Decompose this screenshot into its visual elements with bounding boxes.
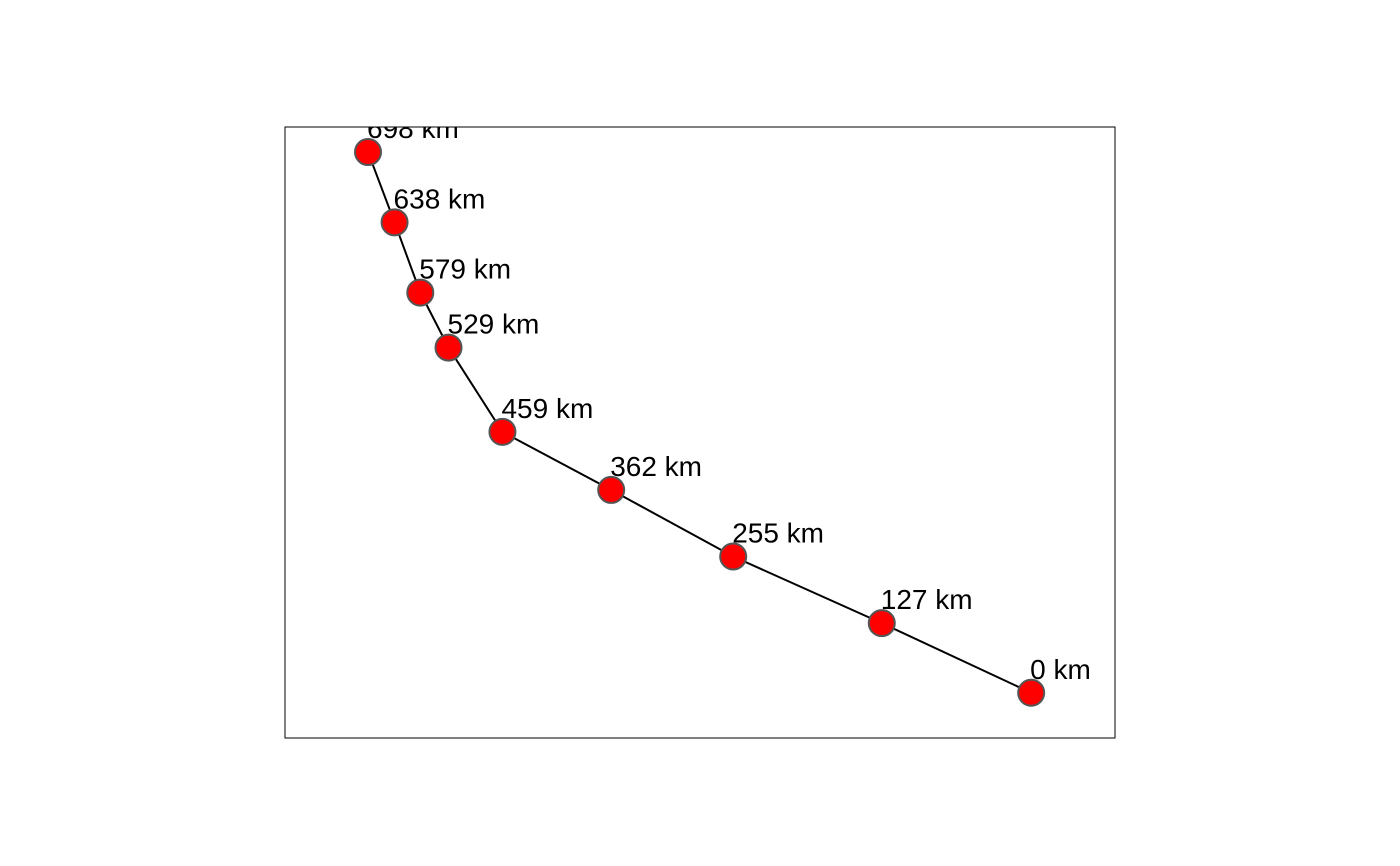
plot-frame [284, 126, 1116, 739]
track-point-label: 362 km [610, 451, 702, 482]
track-point-label: 579 km [419, 254, 511, 285]
track-point-label: 529 km [448, 309, 540, 340]
track-point-marker [597, 475, 626, 504]
markers [354, 138, 1046, 707]
track-point-marker [488, 417, 517, 446]
track-point-marker [406, 278, 435, 307]
track-point-label: 255 km [732, 518, 824, 549]
track-point-marker [719, 542, 748, 571]
track-point-marker [380, 208, 409, 237]
track-point-marker [1017, 678, 1046, 707]
track-point-marker [434, 333, 463, 362]
track-point-label: 127 km [881, 584, 973, 615]
labels: 0 km 127 km 255 km 362 km 459 km 529 km 579 km… [367, 113, 1091, 685]
track-point-marker [354, 138, 382, 167]
track-point-label: 0 km [1030, 654, 1091, 685]
plot-content: 0 km 127 km 255 km 362 km 459 km 529 km 579 km… [354, 113, 1091, 707]
track-point-label: 459 km [501, 393, 593, 424]
track-point-marker [867, 609, 896, 638]
track-point-label: 698 km [367, 113, 459, 144]
track-point-label: 638 km [394, 183, 486, 214]
